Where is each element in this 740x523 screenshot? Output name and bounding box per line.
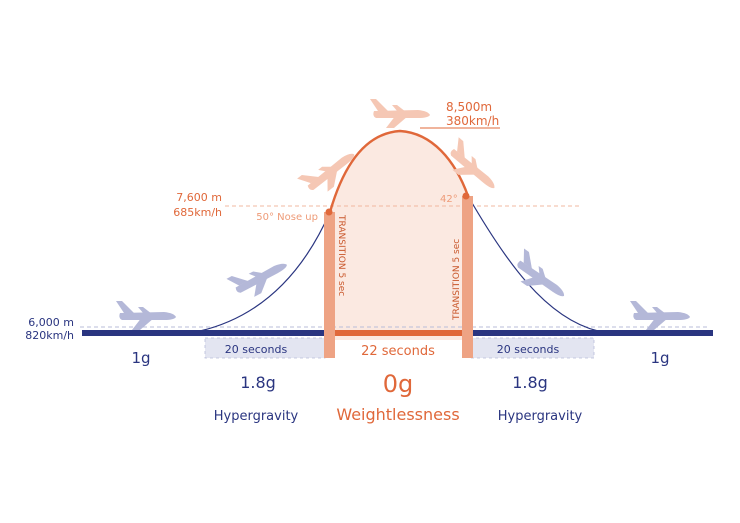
pullup-point (325, 208, 333, 216)
g-value-weightless: 0g (383, 370, 414, 398)
plane-climb-icon (226, 250, 294, 305)
duration-left: 20 seconds (225, 343, 288, 356)
g-value-cruise-right: 1g (650, 349, 669, 367)
g-value-cruise-left: 1g (131, 349, 150, 367)
g-value-hyper-right: 1.8g (512, 373, 548, 392)
cruise-speed-label: 820km/h (25, 329, 74, 342)
baseline-left (82, 330, 324, 336)
weightlessness-area (330, 131, 468, 340)
phase-name-weightless: Weightlessness (336, 405, 459, 424)
apex-speed-label: 380km/h (446, 114, 499, 128)
pullup-speed-label: 685km/h (173, 206, 222, 219)
transition-label-left: TRANSITION 5 sec (336, 214, 346, 296)
phase-name-hyper-left: Hypergravity (214, 409, 299, 424)
baseline-right (473, 330, 713, 336)
apex-altitude-label: 8,500m (446, 100, 492, 114)
nose-up-label: 50° Nose up (256, 212, 318, 223)
descent-curve (467, 195, 599, 332)
transition-label-right: TRANSITION 5 sec (452, 239, 462, 321)
g-value-hyper-left: 1.8g (240, 373, 276, 392)
plane-apex-icon (370, 99, 430, 128)
plane-level-icon-right (630, 301, 690, 330)
duration-right: 20 seconds (497, 343, 560, 356)
cruise-altitude-label: 6,000 m (28, 316, 74, 329)
hypergravity-band-left (205, 338, 325, 358)
nose-down-label: 42° (440, 194, 458, 205)
hypergravity-band-right (470, 338, 594, 358)
plane-descent-icon (507, 248, 574, 307)
transition-column-right (462, 196, 473, 358)
pushover-point (462, 192, 470, 200)
phase-name-hyper-right: Hypergravity (498, 409, 583, 424)
plane-level-icon (116, 301, 176, 330)
pullup-altitude-label: 7,600 m (176, 191, 222, 204)
duration-center: 22 seconds (361, 344, 435, 359)
parabola-curve (328, 129, 470, 213)
baseline-center (335, 330, 462, 336)
climb-curve (199, 211, 331, 332)
transition-column-left (324, 212, 335, 358)
